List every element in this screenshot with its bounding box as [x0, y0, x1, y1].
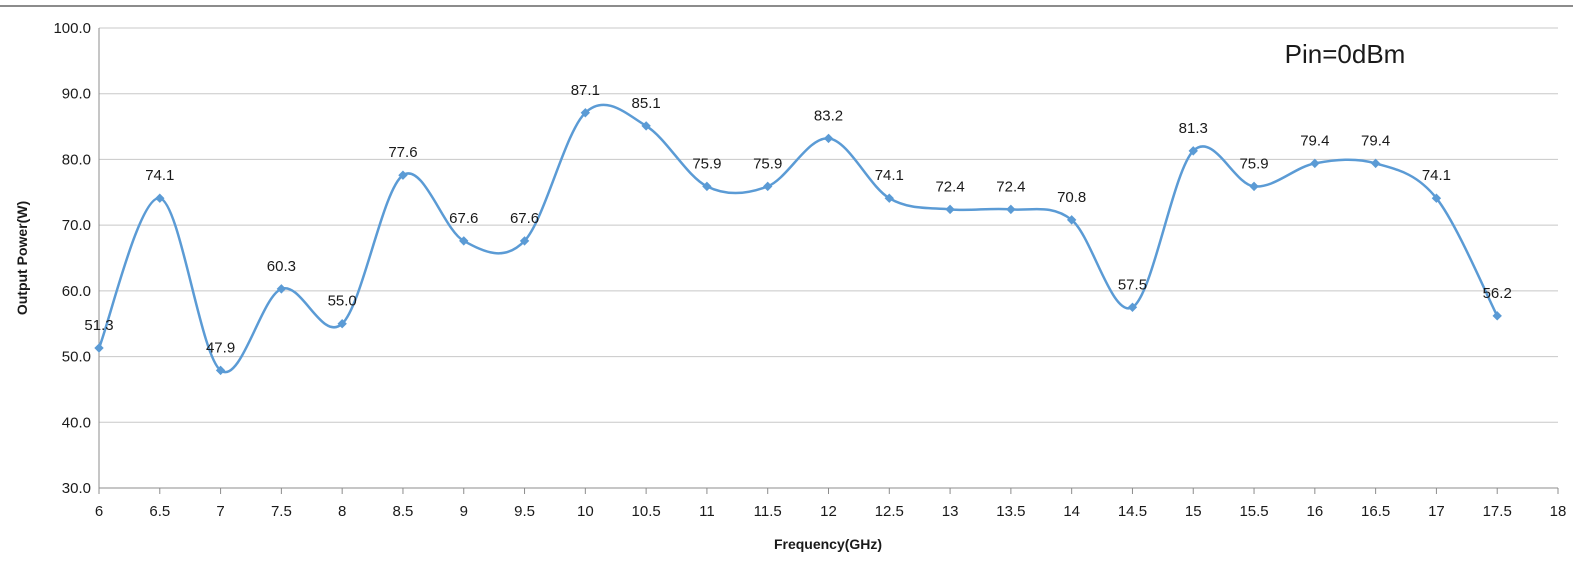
y-tick-label: 80.0 [62, 151, 91, 168]
x-tick-label: 15 [1185, 503, 1202, 520]
y-tick-label: 40.0 [62, 414, 91, 431]
x-tick-label: 16 [1306, 503, 1323, 520]
x-tick-label: 11.5 [754, 503, 782, 520]
data-label: 56.2 [1483, 285, 1512, 302]
x-tick-label: 10.5 [632, 503, 661, 520]
data-point [702, 181, 712, 192]
series-path [97, 103, 1499, 374]
x-tick-label: 14.5 [1118, 503, 1147, 520]
top-border [0, 5, 1573, 7]
data-point [1006, 204, 1016, 215]
data-point [1492, 311, 1502, 321]
data-point [763, 181, 773, 192]
data-label: 85.1 [632, 95, 661, 112]
y-tick-labels: 30.0 40.0 50.0 60.0 70.0 80.0 90.0 100.0 [53, 20, 91, 497]
data-label: 55.0 [328, 293, 357, 310]
data-point [1188, 146, 1198, 156]
data-points [94, 108, 1502, 376]
data-point [459, 236, 469, 246]
data-label: 87.1 [571, 82, 600, 99]
data-label: 81.3 [1179, 120, 1208, 137]
data-label: 75.9 [692, 155, 721, 172]
data-point [276, 284, 287, 294]
y-tick-label: 100.0 [53, 20, 91, 37]
data-point [1066, 215, 1077, 225]
x-axis-label: Frequency(GHz) [774, 536, 882, 552]
data-point [580, 108, 591, 118]
x-tick-label: 9 [460, 503, 468, 520]
series-line [97, 103, 1499, 374]
data-label: 47.9 [206, 339, 235, 356]
y-tick-label: 50.0 [62, 349, 91, 366]
x-tick-labels: 6 6.5 7 7.5 8 8.5 9 9.5 10 10.5 11 11.5 12 12.5 13 13.5… [95, 503, 1567, 520]
x-tick-label: 7 [216, 503, 224, 520]
data-label: 72.4 [935, 178, 964, 195]
data-label: 57.5 [1118, 276, 1147, 293]
data-labels: 51.3 74.1 47.9 60.3 55.0 77.6 67.6 67.6 87.1 85.1… [84, 82, 1511, 357]
y-tick-label: 60.0 [62, 283, 91, 300]
x-tick-label: 13.5 [996, 503, 1025, 520]
x-tick-label: 9.5 [514, 503, 535, 520]
x-tick-label: 13 [942, 503, 959, 520]
data-point [1310, 158, 1320, 169]
x-tick-label: 6.5 [149, 503, 170, 520]
x-tick-label: 17 [1428, 503, 1445, 520]
gridlines [99, 27, 1558, 423]
x-tick-label: 12 [820, 503, 837, 520]
data-label: 74.1 [1422, 167, 1451, 184]
data-point [823, 133, 834, 144]
x-tick-label: 15.5 [1239, 503, 1268, 520]
x-tick-label: 7.5 [271, 503, 292, 520]
data-label: 70.8 [1057, 189, 1086, 206]
y-tick-label: 30.0 [62, 480, 91, 497]
y-axis-label: Output Power(W) [14, 201, 30, 315]
data-label: 67.6 [449, 210, 478, 227]
data-label: 67.6 [510, 210, 539, 227]
x-tick-label: 12.5 [875, 503, 904, 520]
x-tick-label: 11 [699, 503, 715, 520]
data-point [945, 204, 955, 215]
x-tick-label: 10 [577, 503, 594, 520]
chart-annotation: Pin=0dBm [1285, 39, 1406, 69]
data-point [884, 193, 894, 203]
data-point [1127, 302, 1138, 312]
data-label: 60.3 [267, 258, 296, 275]
data-label: 51.3 [84, 317, 113, 334]
x-tick-label: 18 [1550, 503, 1567, 520]
data-label: 79.4 [1300, 132, 1329, 149]
data-label: 74.1 [145, 167, 174, 184]
axes [98, 28, 1559, 494]
x-tick-label: 17.5 [1483, 503, 1512, 520]
data-label: 83.2 [814, 107, 843, 124]
x-tick-label: 8 [338, 503, 346, 520]
data-label: 79.4 [1361, 132, 1390, 149]
data-point [215, 365, 226, 376]
y-tick-label: 90.0 [62, 86, 91, 103]
data-point [1431, 193, 1442, 203]
x-tick-label: 6 [95, 503, 103, 520]
data-label: 77.6 [388, 144, 417, 161]
data-point [94, 343, 104, 353]
x-tick-label: 8.5 [393, 503, 414, 520]
data-label: 75.9 [753, 155, 782, 172]
data-point [519, 236, 530, 246]
data-label: 72.4 [996, 178, 1025, 195]
data-point [641, 121, 651, 131]
data-label: 74.1 [875, 167, 904, 184]
y-tick-label: 70.0 [62, 217, 91, 234]
x-tick-label: 14 [1063, 503, 1080, 520]
data-point [337, 319, 347, 329]
data-point [1249, 181, 1259, 192]
data-point [398, 170, 408, 180]
x-tick-label: 16.5 [1361, 503, 1390, 520]
data-label: 75.9 [1239, 155, 1268, 172]
data-point [1370, 158, 1381, 169]
data-point [155, 193, 165, 203]
